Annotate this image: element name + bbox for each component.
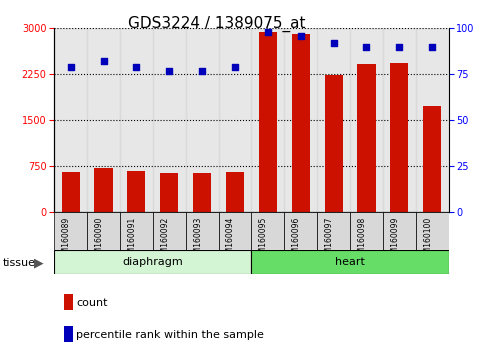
Text: tissue: tissue xyxy=(2,258,35,268)
Text: diaphragm: diaphragm xyxy=(122,257,183,267)
Bar xyxy=(383,28,416,212)
Bar xyxy=(292,34,310,212)
Text: GSM160096: GSM160096 xyxy=(292,217,301,263)
Bar xyxy=(153,212,186,250)
Bar xyxy=(218,28,251,212)
Text: GSM160095: GSM160095 xyxy=(259,217,268,263)
Text: GDS3224 / 1389075_at: GDS3224 / 1389075_at xyxy=(128,16,306,32)
Point xyxy=(165,68,173,74)
Bar xyxy=(350,28,383,212)
Point xyxy=(198,68,206,74)
Bar xyxy=(251,250,449,274)
Text: GSM160091: GSM160091 xyxy=(127,217,137,263)
Bar xyxy=(350,212,383,250)
Bar xyxy=(127,171,145,212)
Point xyxy=(133,64,141,70)
Bar xyxy=(324,75,343,212)
Bar xyxy=(357,64,376,212)
Text: GSM160089: GSM160089 xyxy=(62,217,70,263)
Point xyxy=(362,44,370,50)
Point xyxy=(330,40,338,46)
Point xyxy=(231,64,239,70)
Text: count: count xyxy=(76,298,108,308)
Point xyxy=(100,59,107,64)
Point xyxy=(395,44,403,50)
Text: GSM160100: GSM160100 xyxy=(423,217,432,263)
Text: GSM160094: GSM160094 xyxy=(226,217,235,263)
Bar xyxy=(186,212,218,250)
Bar xyxy=(160,173,178,212)
Point xyxy=(264,29,272,35)
Bar xyxy=(186,28,218,212)
Text: GSM160092: GSM160092 xyxy=(160,217,169,263)
Bar xyxy=(95,168,112,212)
Bar xyxy=(120,28,153,212)
Text: GSM160093: GSM160093 xyxy=(193,217,202,263)
Text: percentile rank within the sample: percentile rank within the sample xyxy=(76,330,264,339)
Bar xyxy=(226,172,244,212)
Bar xyxy=(383,212,416,250)
Bar xyxy=(218,212,251,250)
Text: GSM160098: GSM160098 xyxy=(357,217,366,263)
Bar xyxy=(193,172,211,212)
Text: GSM160090: GSM160090 xyxy=(95,217,104,263)
Bar xyxy=(423,106,441,212)
Bar xyxy=(54,212,87,250)
Bar xyxy=(416,28,449,212)
Point xyxy=(67,64,74,70)
Text: GSM160097: GSM160097 xyxy=(324,217,334,263)
Bar xyxy=(317,212,350,250)
Bar xyxy=(284,28,317,212)
Text: heart: heart xyxy=(335,257,365,267)
Bar xyxy=(284,212,317,250)
Bar xyxy=(54,250,251,274)
Bar xyxy=(120,212,153,250)
Text: GSM160099: GSM160099 xyxy=(390,217,399,263)
Bar xyxy=(317,28,350,212)
Bar xyxy=(390,63,408,212)
Bar xyxy=(62,172,80,212)
Bar xyxy=(416,212,449,250)
Bar xyxy=(153,28,186,212)
Text: ▶: ▶ xyxy=(34,256,43,269)
Bar xyxy=(87,212,120,250)
Bar xyxy=(259,32,277,212)
Point xyxy=(297,33,305,39)
Bar xyxy=(54,28,87,212)
Bar xyxy=(87,28,120,212)
Bar xyxy=(251,28,284,212)
Bar xyxy=(251,212,284,250)
Point xyxy=(428,44,436,50)
